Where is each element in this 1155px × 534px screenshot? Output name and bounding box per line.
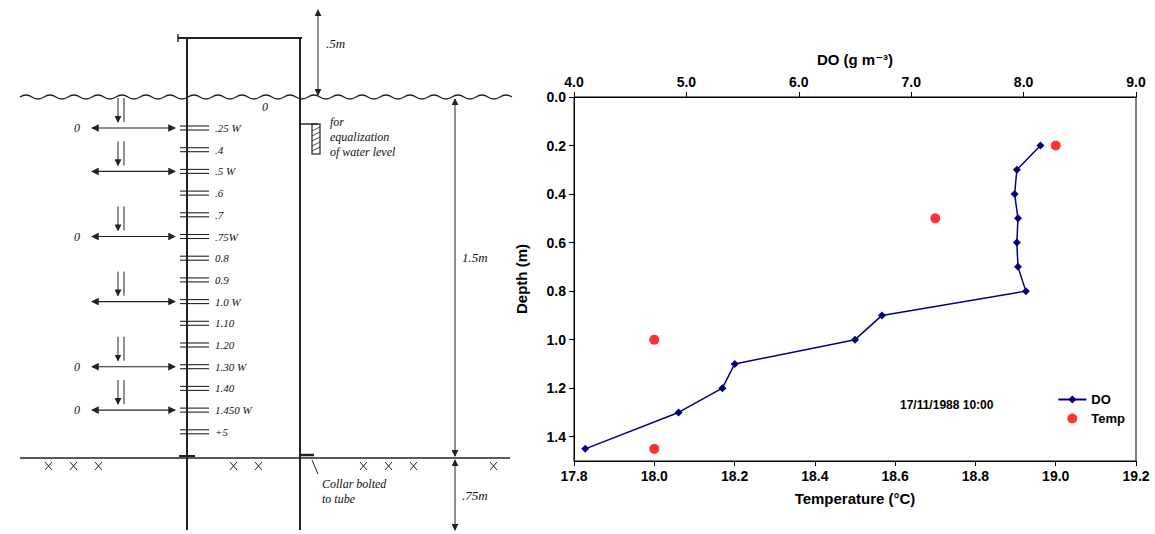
- svg-text:1.5m: 1.5m: [462, 250, 488, 265]
- svg-text:1.450 W: 1.450 W: [215, 404, 253, 416]
- svg-text:18.2: 18.2: [721, 468, 748, 484]
- svg-text:5.0: 5.0: [677, 74, 697, 90]
- svg-text:0: 0: [74, 403, 80, 417]
- svg-text:.7: .7: [215, 209, 224, 221]
- svg-text:.25 W: .25 W: [215, 122, 242, 134]
- svg-text:.75m: .75m: [462, 488, 488, 503]
- svg-text:to tube: to tube: [322, 492, 356, 506]
- svg-text:19.2: 19.2: [1122, 468, 1149, 484]
- svg-text:1.30 W: 1.30 W: [215, 361, 247, 373]
- svg-text:1.4: 1.4: [547, 429, 567, 445]
- svg-text:0: 0: [74, 121, 80, 135]
- svg-text:17/11/1988 10:00: 17/11/1988 10:00: [900, 398, 994, 412]
- svg-text:.5 W: .5 W: [215, 165, 236, 177]
- svg-text:18.0: 18.0: [641, 468, 668, 484]
- svg-text:0.6: 0.6: [547, 235, 567, 251]
- svg-text:1.0 W: 1.0 W: [215, 296, 242, 308]
- svg-text:for: for: [330, 115, 344, 129]
- svg-text:0: 0: [262, 100, 268, 114]
- svg-text:of water level: of water level: [330, 145, 396, 159]
- svg-text:7.0: 7.0: [901, 74, 921, 90]
- svg-text:19.0: 19.0: [1042, 468, 1069, 484]
- svg-text:0.2: 0.2: [547, 138, 567, 154]
- svg-text:1.40: 1.40: [215, 382, 235, 394]
- svg-text:equalization: equalization: [330, 130, 389, 144]
- svg-text:0.8: 0.8: [547, 283, 567, 299]
- svg-text:.6: .6: [215, 187, 224, 199]
- svg-text:.4: .4: [215, 144, 224, 156]
- svg-text:0: 0: [74, 230, 80, 244]
- svg-text:Temperature (°C): Temperature (°C): [795, 490, 916, 507]
- svg-text:.75W: .75W: [215, 231, 239, 243]
- svg-text:Temp: Temp: [1091, 411, 1125, 426]
- svg-text:Depth (m): Depth (m): [513, 244, 530, 314]
- svg-text:0.9: 0.9: [215, 274, 229, 286]
- svg-text:18.4: 18.4: [801, 468, 828, 484]
- svg-text:DO: DO: [1091, 392, 1111, 407]
- svg-text:.5m: .5m: [326, 36, 345, 51]
- svg-text:1.10: 1.10: [215, 317, 235, 329]
- svg-text:9.0: 9.0: [1126, 74, 1146, 90]
- svg-text:0.0: 0.0: [547, 89, 567, 105]
- svg-text:1.20: 1.20: [215, 339, 235, 351]
- svg-text:8.0: 8.0: [1014, 74, 1034, 90]
- svg-text:18.8: 18.8: [962, 468, 989, 484]
- svg-text:6.0: 6.0: [789, 74, 809, 90]
- svg-text:0: 0: [74, 360, 80, 374]
- svg-text:4.0: 4.0: [564, 74, 584, 90]
- svg-text:0.4: 0.4: [547, 186, 567, 202]
- svg-text:1.2: 1.2: [547, 380, 567, 396]
- svg-text:18.6: 18.6: [882, 468, 909, 484]
- svg-text:17.8: 17.8: [560, 468, 587, 484]
- svg-text:+5: +5: [215, 426, 228, 438]
- svg-text:1.0: 1.0: [547, 332, 567, 348]
- svg-text:Collar bolted: Collar bolted: [322, 477, 387, 491]
- svg-text:0.8: 0.8: [215, 252, 229, 264]
- svg-text:DO (g m⁻³): DO (g m⁻³): [817, 51, 893, 68]
